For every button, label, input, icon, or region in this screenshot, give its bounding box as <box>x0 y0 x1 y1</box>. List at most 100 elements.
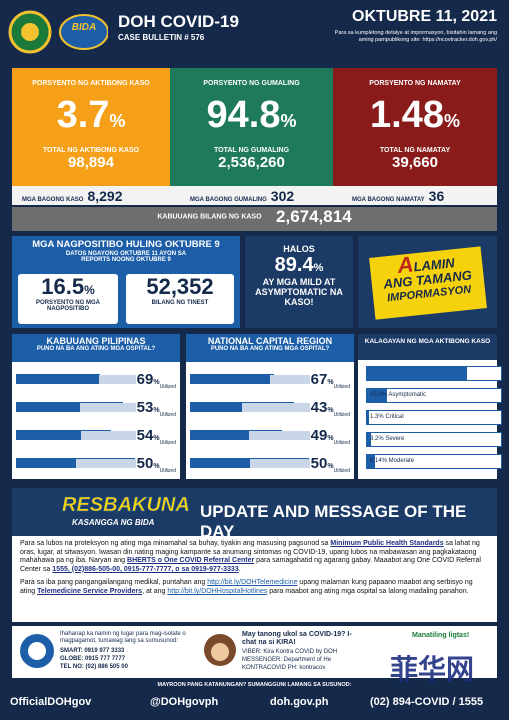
track <box>16 375 136 384</box>
value: 2,674,814 <box>276 207 352 226</box>
panel-title: NATIONAL CAPITAL REGION <box>207 336 333 346</box>
value: 49 <box>310 427 328 444</box>
unit: % <box>153 379 160 386</box>
text: sa lahat ng oras, lugar, at sitwasyon. I… <box>20 540 480 565</box>
unit: % <box>280 111 297 131</box>
unit: % <box>327 407 334 414</box>
utilization-row: VENTILATORS(1.0K TOTAL VENTILATORS)50%Ut… <box>190 450 350 478</box>
bar <box>190 403 242 412</box>
value: 50 <box>310 455 328 472</box>
utilization-row: ISOLATION BEDS(4.8K TOTAL BEDS)43%Utiliz… <box>190 394 350 422</box>
logo-sub: KASANGGA NG BIDA <box>72 518 155 527</box>
value: 36 <box>428 188 445 204</box>
tested-label: BILANG NG TINEST <box>151 300 209 306</box>
tel: TEL NO: (02) 886 505 00 <box>60 664 128 670</box>
messenger: MESSENGER: Department of He <box>242 657 332 663</box>
contacts: Ihahanap ka namin ng lugar para mag-isol… <box>12 626 497 678</box>
kira-text: May tanong ukol sa COVID-19? I-chat na s… <box>242 631 352 646</box>
new-cases-row: MGA BAGONG KASO 8,292 MGA BAGONG GUMALING… <box>12 186 497 205</box>
bar <box>16 403 80 412</box>
globe: GLOBE: 0915 777 7777 <box>60 656 126 662</box>
total: 39,660 <box>392 154 438 171</box>
text: Para sa lubos na proteksyon ng ating mga… <box>20 540 331 547</box>
value: 67 <box>310 371 328 388</box>
value: 94.8 <box>206 94 281 136</box>
status-label: 15.0% Asymptomatic <box>370 392 427 398</box>
title: KALAGAYAN NG MGA AKTIBONG KASO <box>358 334 497 360</box>
update-header: RESBAKUNA KASANGGA NG BIDA UPDATE AND ME… <box>12 488 497 541</box>
status-row: 6.14% Moderate <box>366 454 502 469</box>
label: MGA BAGONG NAMATAY <box>352 197 425 203</box>
bar <box>367 433 372 446</box>
heading: PORSYENTO NG NAMATAY <box>369 80 461 87</box>
status-row: 15.0% Asymptomatic <box>366 388 502 403</box>
kontracovid: KONTRACOVID PH: kontracov <box>242 665 326 671</box>
status-label: Mild 74.4% <box>467 370 497 376</box>
text: Minimum Public Health Standards <box>330 540 444 547</box>
text: Para sa iba pang pangangailangang medika… <box>20 579 208 587</box>
paragraph: Para sa lubos na proteksyon ng ating mga… <box>20 540 489 574</box>
text: upang malaman kung papaano maabot ang se… <box>20 579 473 595</box>
rate: 16.5 <box>41 274 85 299</box>
bar <box>190 459 250 468</box>
facebook[interactable]: OfficialDOHgov <box>10 696 92 708</box>
total: 98,894 <box>68 154 114 171</box>
bar <box>367 411 369 424</box>
panel-subtitle: PUNO NA BA ANG ATING MGA OSPITAL? <box>210 346 330 352</box>
text: BHERTS o One COVID Referral Center <box>127 557 255 565</box>
percent: 50%Utilized <box>311 455 350 474</box>
track <box>190 431 310 440</box>
utilized: Utilized <box>333 468 350 474</box>
deaths-box: PORSYENTO NG NAMATAY 1.48% TOTAL NG NAMA… <box>333 68 497 186</box>
value: 302 <box>270 188 295 204</box>
track <box>190 375 310 384</box>
value: 43 <box>310 399 328 416</box>
status-box: KALAGAYAN NG MGA AKTIBONG KASO Mild 74.4… <box>358 334 502 479</box>
label: MGA BAGONG GUMALING <box>190 197 267 203</box>
text: para maabot ang ating mga ospital sa lal… <box>267 587 469 595</box>
unit: % <box>443 111 460 131</box>
value: 54 <box>136 427 154 444</box>
utilized: Utilized <box>159 384 176 390</box>
heading: PORSYENTO NG AKTIBONG KASO <box>32 80 150 87</box>
logos: BIDA <box>8 10 108 54</box>
panel-header: KABUUANG PILIPINAS PUNO NA BA ANG ATING M… <box>12 334 180 362</box>
utilization-row: WARD BEDS(4.4K TOTAL BEDS)49%Utilized <box>190 422 350 450</box>
status-row: 3.2% Severe <box>366 432 502 447</box>
bar <box>367 455 376 468</box>
link[interactable]: http://bit.ly/DOHHospitalHotlines <box>167 587 268 595</box>
percent: 67%Utilized <box>311 371 350 390</box>
twitter[interactable]: @DOHgovph <box>150 696 219 708</box>
logo: RESBAKUNA <box>62 494 190 517</box>
watermark: 菲华网 <box>390 653 475 686</box>
utilized: Utilized <box>333 412 350 418</box>
status-row: Mild 74.4% <box>366 366 502 381</box>
text: 1555, (02)886-505-00, 0915-777-7777, o s… <box>52 565 239 573</box>
utilized: Utilized <box>159 468 176 474</box>
percent: 43%Utilized <box>311 399 350 418</box>
percent: 69%Utilized <box>137 371 176 390</box>
mild-box: HALOS 89.4% AY MGA MILD AT ASYMPTOMATIC … <box>245 236 353 328</box>
panel-subtitle: PUNO NA BA ANG ATING MGA OSPITAL? <box>36 346 156 352</box>
unit: % <box>327 463 334 470</box>
panel-header: NATIONAL CAPITAL REGION PUNO NA BA ANG AT… <box>186 334 354 362</box>
date: OKTUBRE 11, 2021 <box>352 8 497 25</box>
active-box: PORSYENTO NG AKTIBONG KASO 3.7% TOTAL NG… <box>12 68 170 186</box>
unit: % <box>153 463 160 470</box>
tested: 52,352 <box>146 274 214 299</box>
link[interactable]: http://bit.ly/DOHTelemedicine <box>207 579 298 587</box>
bar <box>367 389 388 402</box>
value: 50 <box>136 455 154 472</box>
pre: HALOS <box>283 244 315 254</box>
bar <box>190 431 249 440</box>
utilized: Utilized <box>159 412 176 418</box>
bar <box>190 375 271 384</box>
unit: % <box>313 262 324 274</box>
status-label: 1.3% Critical <box>370 414 404 420</box>
isolate-text: Ihahanap ka namin ng lugar para mag-isol… <box>60 631 186 644</box>
bar <box>367 367 467 380</box>
track <box>16 459 136 468</box>
website[interactable]: doh.gov.ph <box>270 696 329 708</box>
stay-safe: Manatiling ligtas! <box>412 632 470 639</box>
